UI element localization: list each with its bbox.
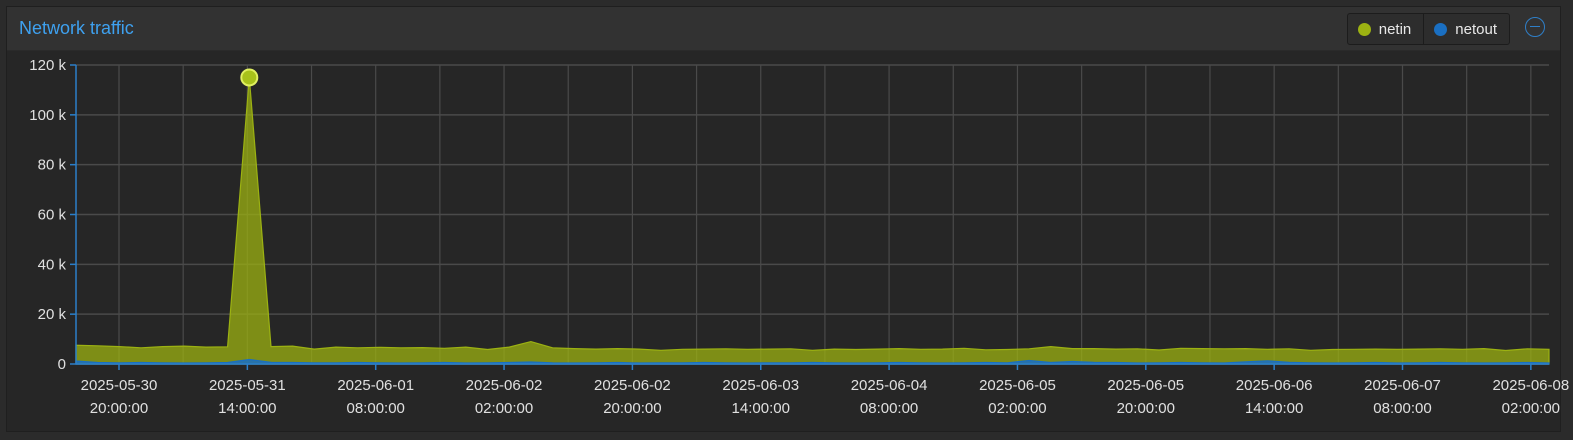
- chart-grid: [76, 64, 1549, 365]
- chart-series: [75, 68, 1550, 365]
- x-tick-date: 2025-06-01: [337, 377, 414, 394]
- collapse-icon[interactable]: [1525, 17, 1545, 37]
- panel-title: Network traffic: [19, 18, 134, 38]
- legend-item-netout[interactable]: netout: [1423, 14, 1509, 44]
- x-tick-date: 2025-06-07: [1364, 377, 1441, 394]
- x-tick-date: 2025-06-06: [1236, 377, 1313, 394]
- y-tick-label: 80 k: [38, 157, 67, 174]
- x-tick-date: 2025-06-02: [594, 377, 671, 394]
- y-tick-label: 20 k: [38, 306, 67, 323]
- peak-marker[interactable]: [240, 68, 259, 87]
- x-tick-time: 14:00:00: [1245, 400, 1303, 417]
- y-tick-label: 100 k: [29, 107, 66, 124]
- legend-item-netin[interactable]: netin: [1348, 14, 1424, 44]
- x-tick-time: 20:00:00: [1117, 400, 1175, 417]
- series-area-netin: [75, 77, 1550, 365]
- series-area-netout: [75, 358, 1550, 365]
- x-tick-time: 08:00:00: [1373, 400, 1431, 417]
- y-tick-label: 40 k: [38, 256, 67, 273]
- legend-label-netout: netout: [1455, 20, 1497, 38]
- panel-header: Network traffic netin netout: [7, 7, 1560, 51]
- x-tick-time: 08:00:00: [347, 400, 405, 417]
- netout-dot-icon: [1434, 22, 1448, 36]
- x-tick-date: 2025-06-02: [466, 377, 543, 394]
- x-tick-date: 2025-06-05: [979, 377, 1056, 394]
- x-tick-date: 2025-06-04: [851, 377, 928, 394]
- x-tick-time: 02:00:00: [475, 400, 533, 417]
- y-tick-label: 0: [58, 356, 66, 373]
- y-tick-label: 60 k: [38, 207, 67, 224]
- x-tick-time: 14:00:00: [732, 400, 790, 417]
- x-tick-time: 20:00:00: [603, 400, 661, 417]
- chart-tick-labels: 0 20 k 40 k 60 k 80 k 100 k 120 k 2025-05-30 20:…: [29, 57, 1569, 417]
- legend-label-netin: netin: [1378, 20, 1412, 38]
- chart-legend: netin netout: [1346, 13, 1510, 45]
- x-tick-time: 02:00:00: [1502, 400, 1560, 417]
- x-tick-date: 2025-05-30: [81, 377, 158, 394]
- chart-axes: [70, 64, 1549, 370]
- x-tick-time: 02:00:00: [988, 400, 1046, 417]
- x-tick-time: 14:00:00: [218, 400, 276, 417]
- y-tick-label: 120 k: [29, 57, 66, 74]
- x-tick-date: 2025-06-03: [722, 377, 799, 394]
- x-tick-time: 20:00:00: [90, 400, 148, 417]
- x-tick-time: 08:00:00: [860, 400, 918, 417]
- netin-dot-icon: [1357, 22, 1371, 36]
- x-tick-date: 2025-05-31: [209, 377, 286, 394]
- x-tick-date: 2025-06-05: [1107, 377, 1184, 394]
- x-tick-date: 2025-06-08: [1492, 377, 1569, 394]
